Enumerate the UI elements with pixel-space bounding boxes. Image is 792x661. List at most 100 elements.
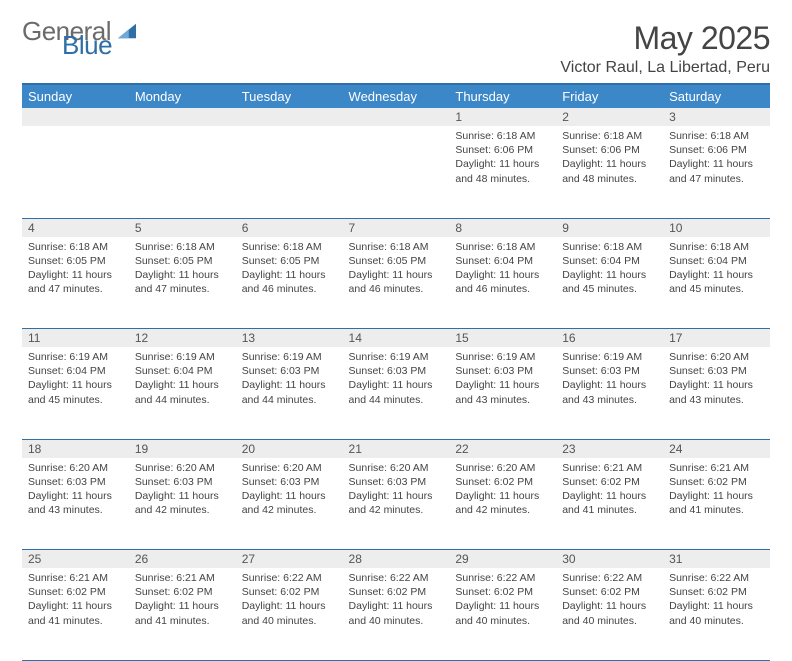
- day-number-cell: 28: [343, 550, 450, 569]
- day-cell: Sunrise: 6:19 AMSunset: 6:03 PMDaylight:…: [343, 347, 450, 439]
- day-cell: Sunrise: 6:20 AMSunset: 6:02 PMDaylight:…: [449, 458, 556, 550]
- day-cell-content: Sunrise: 6:21 AMSunset: 6:02 PMDaylight:…: [556, 458, 663, 522]
- day-number-cell: 30: [556, 550, 663, 569]
- day-cell-content: Sunrise: 6:18 AMSunset: 6:05 PMDaylight:…: [236, 237, 343, 301]
- day-cell: Sunrise: 6:21 AMSunset: 6:02 PMDaylight:…: [663, 458, 770, 550]
- daylight-text: Daylight: 11 hours and 45 minutes.: [562, 268, 657, 296]
- day-number-cell: 31: [663, 550, 770, 569]
- daylight-text: Daylight: 11 hours and 45 minutes.: [669, 268, 764, 296]
- day-cell: Sunrise: 6:19 AMSunset: 6:03 PMDaylight:…: [449, 347, 556, 439]
- day-number-cell: 14: [343, 329, 450, 348]
- day-cell: Sunrise: 6:22 AMSunset: 6:02 PMDaylight:…: [343, 568, 450, 660]
- day-cell-content: Sunrise: 6:21 AMSunset: 6:02 PMDaylight:…: [129, 568, 236, 632]
- daynum-row: 45678910: [22, 218, 770, 237]
- daylight-text: Daylight: 11 hours and 47 minutes.: [28, 268, 123, 296]
- sunset-text: Sunset: 6:02 PM: [562, 585, 657, 599]
- sunset-text: Sunset: 6:03 PM: [349, 475, 444, 489]
- day-cell-content: Sunrise: 6:20 AMSunset: 6:03 PMDaylight:…: [343, 458, 450, 522]
- daylight-text: Daylight: 11 hours and 44 minutes.: [349, 378, 444, 406]
- calendar-body: 123Sunrise: 6:18 AMSunset: 6:06 PMDaylig…: [22, 108, 770, 660]
- daylight-text: Daylight: 11 hours and 41 minutes.: [669, 489, 764, 517]
- sunset-text: Sunset: 6:05 PM: [28, 254, 123, 268]
- day-cell: Sunrise: 6:18 AMSunset: 6:05 PMDaylight:…: [22, 237, 129, 329]
- weekday-col: Thursday: [449, 85, 556, 108]
- day-cell: Sunrise: 6:20 AMSunset: 6:03 PMDaylight:…: [663, 347, 770, 439]
- brand-sail-icon: [116, 22, 138, 40]
- day-number-cell: 7: [343, 218, 450, 237]
- sunrise-text: Sunrise: 6:20 AM: [349, 461, 444, 475]
- day-number-cell: [236, 108, 343, 126]
- sunset-text: Sunset: 6:03 PM: [669, 364, 764, 378]
- day-cell: Sunrise: 6:20 AMSunset: 6:03 PMDaylight:…: [236, 458, 343, 550]
- sunset-text: Sunset: 6:02 PM: [135, 585, 230, 599]
- day-cell: [129, 126, 236, 218]
- week-row: Sunrise: 6:21 AMSunset: 6:02 PMDaylight:…: [22, 568, 770, 660]
- daylight-text: Daylight: 11 hours and 46 minutes.: [242, 268, 337, 296]
- day-cell-content: Sunrise: 6:18 AMSunset: 6:06 PMDaylight:…: [663, 126, 770, 190]
- sunrise-text: Sunrise: 6:18 AM: [28, 240, 123, 254]
- sunset-text: Sunset: 6:03 PM: [455, 364, 550, 378]
- day-cell: Sunrise: 6:18 AMSunset: 6:04 PMDaylight:…: [556, 237, 663, 329]
- sunset-text: Sunset: 6:04 PM: [28, 364, 123, 378]
- calendar-table: Sunday Monday Tuesday Wednesday Thursday…: [22, 85, 770, 661]
- sunset-text: Sunset: 6:05 PM: [135, 254, 230, 268]
- day-cell: Sunrise: 6:18 AMSunset: 6:06 PMDaylight:…: [449, 126, 556, 218]
- day-cell-content: Sunrise: 6:22 AMSunset: 6:02 PMDaylight:…: [236, 568, 343, 632]
- brand-logo: General Blue: [22, 20, 138, 56]
- sunrise-text: Sunrise: 6:21 AM: [28, 571, 123, 585]
- day-number-cell: 1: [449, 108, 556, 126]
- day-number-cell: 4: [22, 218, 129, 237]
- day-number-cell: 6: [236, 218, 343, 237]
- sunrise-text: Sunrise: 6:20 AM: [242, 461, 337, 475]
- day-cell-content: Sunrise: 6:20 AMSunset: 6:03 PMDaylight:…: [129, 458, 236, 522]
- day-number-cell: 3: [663, 108, 770, 126]
- sunrise-text: Sunrise: 6:20 AM: [28, 461, 123, 475]
- day-number-cell: 10: [663, 218, 770, 237]
- daylight-text: Daylight: 11 hours and 40 minutes.: [669, 599, 764, 627]
- title-block: May 2025 Victor Raul, La Libertad, Peru: [560, 20, 770, 77]
- day-number-cell: 24: [663, 439, 770, 458]
- daylight-text: Daylight: 11 hours and 43 minutes.: [28, 489, 123, 517]
- day-cell-content: Sunrise: 6:19 AMSunset: 6:03 PMDaylight:…: [343, 347, 450, 411]
- day-cell: Sunrise: 6:18 AMSunset: 6:04 PMDaylight:…: [663, 237, 770, 329]
- daylight-text: Daylight: 11 hours and 46 minutes.: [455, 268, 550, 296]
- sunset-text: Sunset: 6:02 PM: [28, 585, 123, 599]
- day-cell: [22, 126, 129, 218]
- sunrise-text: Sunrise: 6:18 AM: [562, 240, 657, 254]
- sunrise-text: Sunrise: 6:22 AM: [455, 571, 550, 585]
- daylight-text: Daylight: 11 hours and 40 minutes.: [349, 599, 444, 627]
- daynum-row: 11121314151617: [22, 329, 770, 348]
- day-cell: Sunrise: 6:21 AMSunset: 6:02 PMDaylight:…: [22, 568, 129, 660]
- sunset-text: Sunset: 6:03 PM: [242, 364, 337, 378]
- day-cell-content: Sunrise: 6:18 AMSunset: 6:05 PMDaylight:…: [343, 237, 450, 301]
- daylight-text: Daylight: 11 hours and 42 minutes.: [455, 489, 550, 517]
- sunset-text: Sunset: 6:03 PM: [28, 475, 123, 489]
- sunrise-text: Sunrise: 6:18 AM: [455, 240, 550, 254]
- daylight-text: Daylight: 11 hours and 45 minutes.: [28, 378, 123, 406]
- daynum-row: 123: [22, 108, 770, 126]
- sunset-text: Sunset: 6:04 PM: [562, 254, 657, 268]
- daylight-text: Daylight: 11 hours and 43 minutes.: [669, 378, 764, 406]
- daylight-text: Daylight: 11 hours and 46 minutes.: [349, 268, 444, 296]
- sunset-text: Sunset: 6:04 PM: [455, 254, 550, 268]
- sunset-text: Sunset: 6:04 PM: [135, 364, 230, 378]
- daylight-text: Daylight: 11 hours and 40 minutes.: [562, 599, 657, 627]
- day-number-cell: [129, 108, 236, 126]
- daylight-text: Daylight: 11 hours and 47 minutes.: [135, 268, 230, 296]
- sunrise-text: Sunrise: 6:22 AM: [242, 571, 337, 585]
- daylight-text: Daylight: 11 hours and 42 minutes.: [135, 489, 230, 517]
- day-cell: Sunrise: 6:22 AMSunset: 6:02 PMDaylight:…: [449, 568, 556, 660]
- day-cell: Sunrise: 6:22 AMSunset: 6:02 PMDaylight:…: [556, 568, 663, 660]
- day-cell: Sunrise: 6:21 AMSunset: 6:02 PMDaylight:…: [556, 458, 663, 550]
- day-number-cell: 19: [129, 439, 236, 458]
- day-number-cell: 15: [449, 329, 556, 348]
- day-cell-content: Sunrise: 6:18 AMSunset: 6:06 PMDaylight:…: [449, 126, 556, 190]
- sunrise-text: Sunrise: 6:19 AM: [455, 350, 550, 364]
- day-number-cell: 23: [556, 439, 663, 458]
- day-cell-content: Sunrise: 6:19 AMSunset: 6:03 PMDaylight:…: [236, 347, 343, 411]
- day-number-cell: 21: [343, 439, 450, 458]
- daylight-text: Daylight: 11 hours and 41 minutes.: [28, 599, 123, 627]
- day-cell: [343, 126, 450, 218]
- day-cell: Sunrise: 6:20 AMSunset: 6:03 PMDaylight:…: [22, 458, 129, 550]
- sunrise-text: Sunrise: 6:19 AM: [242, 350, 337, 364]
